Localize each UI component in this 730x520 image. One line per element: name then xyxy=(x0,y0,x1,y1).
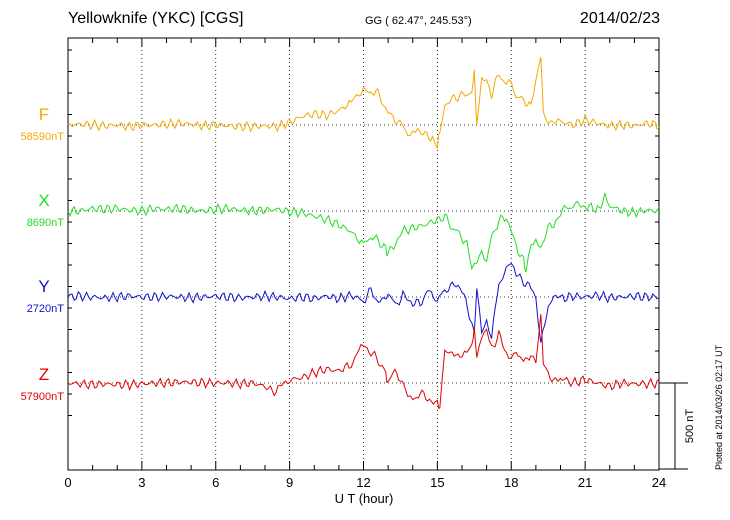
series-baseline-y: 2720nT xyxy=(27,303,65,315)
series-baseline-z: 57900nT xyxy=(21,391,65,403)
station-title: Yellowknife (YKC) [CGS] xyxy=(68,10,244,27)
series-lines xyxy=(67,56,660,409)
series-labels: F 58590nT X 8690nT Y 2720nT Z 57900nT xyxy=(21,105,65,403)
x-tick-label: 18 xyxy=(504,475,518,490)
series-line-x xyxy=(67,192,660,273)
series-baseline-x: 8690nT xyxy=(27,217,65,229)
x-tick-label: 12 xyxy=(356,475,370,490)
x-tick-label: 15 xyxy=(430,475,444,490)
series-line-z xyxy=(67,314,660,409)
series-name-y: Y xyxy=(38,277,49,296)
x-tick-label: 24 xyxy=(652,475,666,490)
x-tick-label: 3 xyxy=(138,475,145,490)
x-tick-label: 21 xyxy=(578,475,592,490)
chart-date: 2014/02/23 xyxy=(579,10,660,27)
geographic-coordinates: GG ( 62.47°, 245.53°) xyxy=(365,15,472,27)
x-axis-ticks: 0 3 6 9 12 15 18 21 24 xyxy=(64,38,666,490)
scale-label: 500 nT xyxy=(684,409,696,444)
x-axis-label: U T (hour) xyxy=(335,491,394,506)
series-baseline-f: 58590nT xyxy=(21,131,65,143)
chart-grid xyxy=(68,38,659,470)
x-tick-label: 6 xyxy=(212,475,219,490)
plotted-timestamp: Plotted at 2014/03/26 02:17 UT xyxy=(714,344,724,470)
series-name-f: F xyxy=(39,105,49,124)
x-tick-label: 0 xyxy=(64,475,71,490)
series-line-y xyxy=(67,262,660,343)
scale-bar xyxy=(659,382,688,470)
series-name-z: Z xyxy=(39,365,49,384)
series-line-f xyxy=(67,56,660,149)
x-tick-label: 9 xyxy=(286,475,293,490)
series-name-x: X xyxy=(38,191,49,210)
